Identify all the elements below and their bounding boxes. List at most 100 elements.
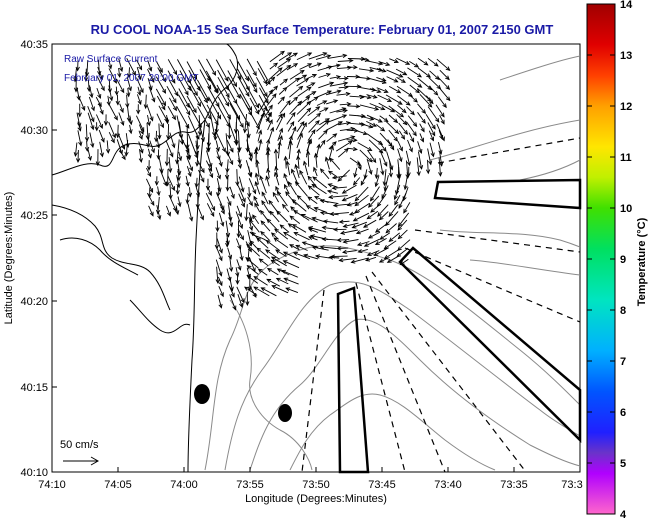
current-vector-head [128, 129, 133, 135]
current-vector-head [260, 220, 266, 226]
current-vector-head [288, 140, 293, 146]
current-vector [389, 232, 400, 242]
current-vector-head [276, 210, 281, 215]
current-vector-head [431, 124, 436, 130]
current-vector-head [369, 116, 375, 121]
current-vector [85, 124, 88, 141]
current-vector [337, 239, 350, 241]
current-vector [438, 130, 443, 140]
current-vector [282, 204, 290, 213]
current-vector [283, 232, 300, 242]
current-vector [437, 76, 450, 90]
station-marker-1 [194, 384, 210, 404]
current-vector [277, 96, 285, 105]
current-vector-head [374, 182, 379, 188]
current-vector-head [281, 112, 286, 118]
current-vector [387, 139, 395, 150]
current-vector [238, 176, 244, 192]
current-vector [356, 130, 368, 135]
current-vector-head [253, 88, 258, 94]
current-vector-head [279, 224, 285, 229]
current-vector-head [274, 228, 279, 233]
current-vector-head [337, 177, 343, 182]
current-vector-head [265, 175, 270, 181]
current-vector-head [298, 132, 303, 138]
current-vector-head [78, 141, 83, 147]
current-vector [320, 168, 330, 180]
current-vector-head [297, 100, 303, 106]
current-vector [227, 247, 232, 259]
current-vector [315, 55, 331, 60]
current-vector-head [390, 145, 395, 151]
current-vector-head [378, 258, 384, 263]
current-vector-head [348, 140, 354, 145]
colorbar-tick-labels: 14 13 12 11 10 9 8 7 6 5 4 [620, 0, 633, 519]
current-vector-head [398, 73, 404, 78]
current-vector [281, 270, 298, 278]
current-vector [195, 177, 198, 188]
current-vector [147, 132, 150, 147]
current-vector-head [405, 101, 411, 106]
current-vector [342, 184, 357, 194]
current-vector-head [354, 201, 360, 207]
current-vector [248, 212, 252, 221]
current-vector [186, 61, 197, 80]
current-vector-head [393, 118, 399, 124]
current-vector [351, 257, 369, 263]
current-vector [208, 168, 213, 178]
current-vector [196, 205, 204, 220]
current-vector-head [283, 155, 288, 161]
current-vector [269, 62, 278, 70]
current-vector [178, 94, 191, 115]
current-vector [227, 70, 237, 87]
current-vector-head [307, 52, 313, 57]
current-vector [370, 204, 380, 213]
current-vector-head [329, 81, 335, 86]
current-vector [398, 130, 405, 140]
current-vector-head [357, 165, 362, 171]
current-vector [383, 169, 387, 186]
current-vector [276, 210, 289, 223]
current-vector-head [208, 162, 213, 168]
current-vector [236, 259, 241, 271]
current-vector-head [175, 159, 180, 165]
current-vector [169, 183, 172, 199]
current-vector-head [197, 122, 202, 128]
current-vector-head [225, 186, 230, 192]
current-vector [381, 185, 389, 199]
current-vector-head [293, 52, 299, 57]
colorbar-tick-label: 5 [620, 458, 626, 470]
current-vector [198, 96, 212, 120]
current-vector-head [247, 172, 252, 178]
current-vector [116, 78, 125, 93]
current-vector-head [366, 251, 372, 257]
current-vector-head [331, 185, 337, 191]
current-vector-head [438, 171, 443, 177]
current-vector [139, 149, 142, 163]
current-vector-head [146, 142, 151, 148]
current-vector-head [371, 158, 377, 164]
current-vector-head [345, 91, 351, 97]
current-vector-head [248, 152, 253, 158]
current-vector-head [283, 172, 288, 178]
current-vector-head [377, 212, 382, 217]
current-vector [389, 160, 392, 177]
current-vector-head [254, 146, 259, 152]
current-vector [217, 96, 231, 120]
current-vector [176, 159, 181, 175]
current-vector-head [405, 60, 411, 65]
current-vector [339, 257, 357, 261]
current-vector-head [287, 181, 293, 187]
current-vector [367, 250, 380, 256]
current-vector [427, 106, 440, 123]
current-vector-head [326, 90, 332, 95]
current-vector-head [316, 143, 321, 149]
current-vector [291, 169, 299, 185]
surface-current-vectors [73, 50, 451, 311]
current-vector-head [174, 91, 179, 97]
current-vector [332, 175, 347, 179]
current-vector [237, 229, 244, 240]
current-vector-head [285, 191, 290, 197]
current-vector-head [421, 109, 427, 114]
current-vector-head [138, 65, 143, 71]
